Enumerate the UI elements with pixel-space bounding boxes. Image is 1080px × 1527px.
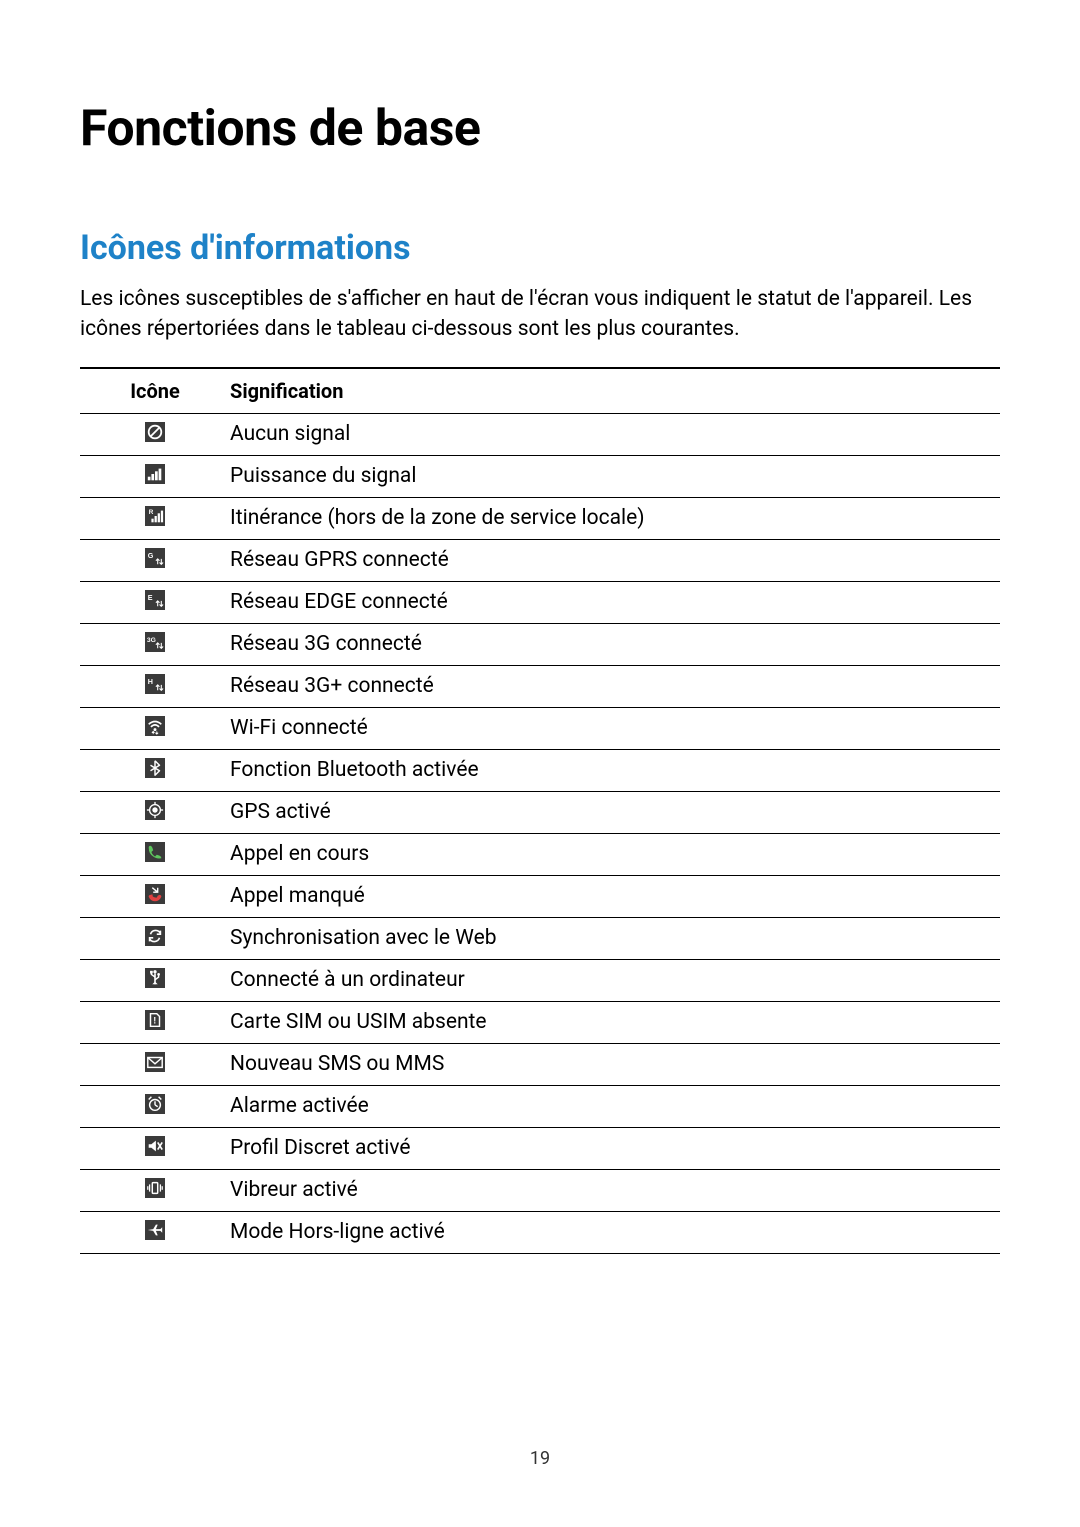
meaning-cell: Mode Hors-ligne activé (230, 1211, 1000, 1253)
document-page: Fonctions de base Icônes d'informations … (0, 0, 1080, 1294)
icon-cell (80, 833, 230, 875)
silent-icon (145, 1136, 165, 1156)
icon-cell (80, 1169, 230, 1211)
icon-cell: 3G (80, 623, 230, 665)
icon-cell (80, 1127, 230, 1169)
page-title: Fonctions de base (80, 100, 1000, 158)
table-row: GPS activé (80, 791, 1000, 833)
message-icon (145, 1052, 165, 1072)
meaning-cell: Réseau 3G+ connecté (230, 665, 1000, 707)
meaning-cell: Appel en cours (230, 833, 1000, 875)
wifi-icon (145, 716, 165, 736)
meaning-cell: GPS activé (230, 791, 1000, 833)
meaning-cell: Itinérance (hors de la zone de service l… (230, 497, 1000, 539)
icon-cell: E (80, 581, 230, 623)
meaning-cell: Alarme activée (230, 1085, 1000, 1127)
meaning-cell: Profil Discret activé (230, 1127, 1000, 1169)
table-row: R Itinérance (hors de la zone de service … (80, 497, 1000, 539)
intro-paragraph: Les icônes susceptibles de s'afficher en… (80, 284, 1000, 345)
icon-cell: R (80, 497, 230, 539)
table-row: H Réseau 3G+ connecté (80, 665, 1000, 707)
table-row: Appel manqué (80, 875, 1000, 917)
table-row: Connecté à un ordinateur (80, 959, 1000, 1001)
meaning-cell: Vibreur activé (230, 1169, 1000, 1211)
edge-icon: E (145, 590, 165, 610)
signal-icon (145, 464, 165, 484)
table-row: Mode Hors-ligne activé (80, 1211, 1000, 1253)
meaning-cell: Aucun signal (230, 413, 1000, 455)
table-row: Wi-Fi connecté (80, 707, 1000, 749)
meaning-cell: Connecté à un ordinateur (230, 959, 1000, 1001)
table-row: Puissance du signal (80, 455, 1000, 497)
meaning-cell: Fonction Bluetooth activée (230, 749, 1000, 791)
usb-icon (145, 968, 165, 988)
table-row: ! Carte SIM ou USIM absente (80, 1001, 1000, 1043)
svg-text:H: H (148, 677, 153, 686)
roaming-icon: R (145, 506, 165, 526)
3g-plus-icon: H (145, 674, 165, 694)
icon-cell: H (80, 665, 230, 707)
svg-text:R: R (149, 509, 154, 516)
meaning-cell: Réseau GPRS connecté (230, 539, 1000, 581)
table-row: Synchronisation avec le Web (80, 917, 1000, 959)
icon-cell (80, 959, 230, 1001)
gps-icon (145, 800, 165, 820)
no-signal-icon (145, 422, 165, 442)
meaning-cell: Carte SIM ou USIM absente (230, 1001, 1000, 1043)
gprs-icon: G (145, 548, 165, 568)
table-row: Profil Discret activé (80, 1127, 1000, 1169)
icons-table: Icône Signification Aucun signalPuissanc… (80, 367, 1000, 1254)
svg-text:G: G (148, 551, 154, 560)
meaning-cell: Appel manqué (230, 875, 1000, 917)
table-row: Aucun signal (80, 413, 1000, 455)
airplane-icon (145, 1220, 165, 1240)
table-header-icon: Icône (80, 368, 230, 414)
meaning-cell: Puissance du signal (230, 455, 1000, 497)
bluetooth-icon (145, 758, 165, 778)
icon-cell (80, 749, 230, 791)
table-row: E Réseau EDGE connecté (80, 581, 1000, 623)
table-row: Fonction Bluetooth activée (80, 749, 1000, 791)
meaning-cell: Réseau 3G connecté (230, 623, 1000, 665)
meaning-cell: Nouveau SMS ou MMS (230, 1043, 1000, 1085)
meaning-cell: Wi-Fi connecté (230, 707, 1000, 749)
table-row: Appel en cours (80, 833, 1000, 875)
table-header-meaning: Signification (230, 368, 1000, 414)
icon-cell (80, 707, 230, 749)
icon-cell (80, 1085, 230, 1127)
table-row: Nouveau SMS ou MMS (80, 1043, 1000, 1085)
svg-text:E: E (148, 593, 153, 602)
missed-call-icon (145, 884, 165, 904)
3g-icon: 3G (145, 632, 165, 652)
svg-text:3G: 3G (147, 637, 156, 644)
icon-cell (80, 1211, 230, 1253)
icon-cell (80, 413, 230, 455)
table-body: Aucun signalPuissance du signal R Itinéran… (80, 413, 1000, 1253)
svg-text:!: ! (153, 1015, 156, 1025)
meaning-cell: Synchronisation avec le Web (230, 917, 1000, 959)
icon-cell: ! (80, 1001, 230, 1043)
sync-icon (145, 926, 165, 946)
icon-cell (80, 875, 230, 917)
section-title: Icônes d'informations (80, 228, 1000, 268)
icon-cell (80, 1043, 230, 1085)
sim-absent-icon: ! (145, 1010, 165, 1030)
meaning-cell: Réseau EDGE connecté (230, 581, 1000, 623)
table-row: Alarme activée (80, 1085, 1000, 1127)
icon-cell (80, 455, 230, 497)
icon-cell (80, 791, 230, 833)
call-icon (145, 842, 165, 862)
alarm-icon (145, 1094, 165, 1114)
table-row: 3G Réseau 3G connecté (80, 623, 1000, 665)
icon-cell (80, 917, 230, 959)
table-row: Vibreur activé (80, 1169, 1000, 1211)
vibrate-icon (145, 1178, 165, 1198)
table-row: G Réseau GPRS connecté (80, 539, 1000, 581)
page-number: 19 (0, 1448, 1080, 1469)
icon-cell: G (80, 539, 230, 581)
